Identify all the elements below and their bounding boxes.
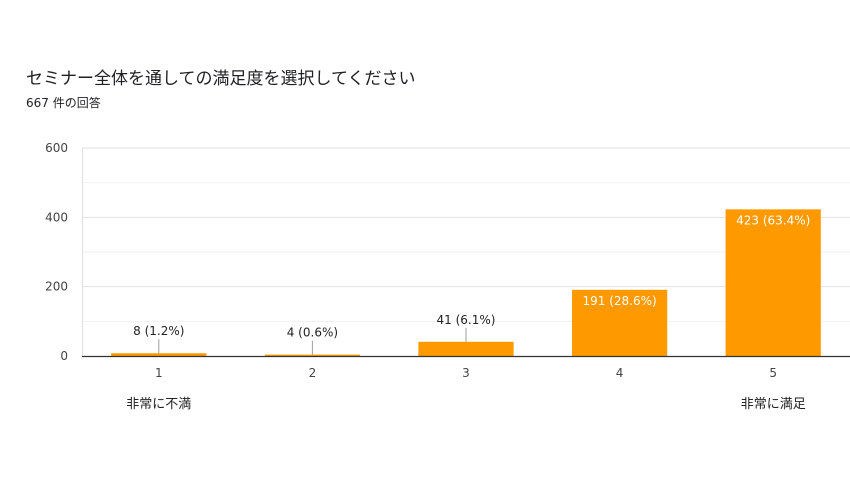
category-note: 非常に満足 bbox=[741, 397, 806, 412]
grid-lines bbox=[82, 147, 850, 356]
x-tick-label: 2 bbox=[309, 366, 317, 380]
y-tick-label: 600 bbox=[45, 141, 68, 155]
bars bbox=[111, 209, 821, 356]
bar-4 bbox=[571, 289, 668, 356]
data-label: 8 (1.2%) bbox=[133, 324, 184, 338]
chart-subtitle: 667 件の回答 bbox=[26, 96, 101, 110]
y-tick-label: 400 bbox=[45, 210, 68, 224]
y-axis-ticks: 0 200 400 600 bbox=[45, 141, 68, 363]
bar-3 bbox=[418, 341, 514, 356]
data-label: 41 (6.1%) bbox=[437, 313, 496, 327]
y-tick-label: 0 bbox=[60, 349, 68, 363]
x-tick-label: 1 bbox=[155, 366, 163, 380]
x-tick-label: 4 bbox=[616, 366, 624, 380]
data-label: 4 (0.6%) bbox=[287, 326, 338, 340]
x-tick-label: 3 bbox=[462, 366, 470, 380]
data-label: 423 (63.4%) bbox=[736, 213, 810, 227]
bar-5 bbox=[725, 209, 821, 356]
bar-1 bbox=[111, 353, 207, 356]
y-tick-label: 200 bbox=[45, 280, 68, 294]
x-tick-label: 5 bbox=[769, 366, 777, 380]
chart-title: セミナー全体を通しての満足度を選択してください bbox=[26, 69, 416, 89]
bar-2 bbox=[264, 354, 361, 356]
data-label: 191 (28.6%) bbox=[582, 294, 656, 308]
category-note: 非常に不満 bbox=[126, 397, 191, 412]
data-labels: 8 (1.2%) 4 (0.6%) 41 (6.1%) 191 (28.6%) 423 … bbox=[133, 213, 810, 355]
x-axis-ticks: 1 非常に不満 2 3 4 5 非常に満足 bbox=[126, 366, 805, 412]
